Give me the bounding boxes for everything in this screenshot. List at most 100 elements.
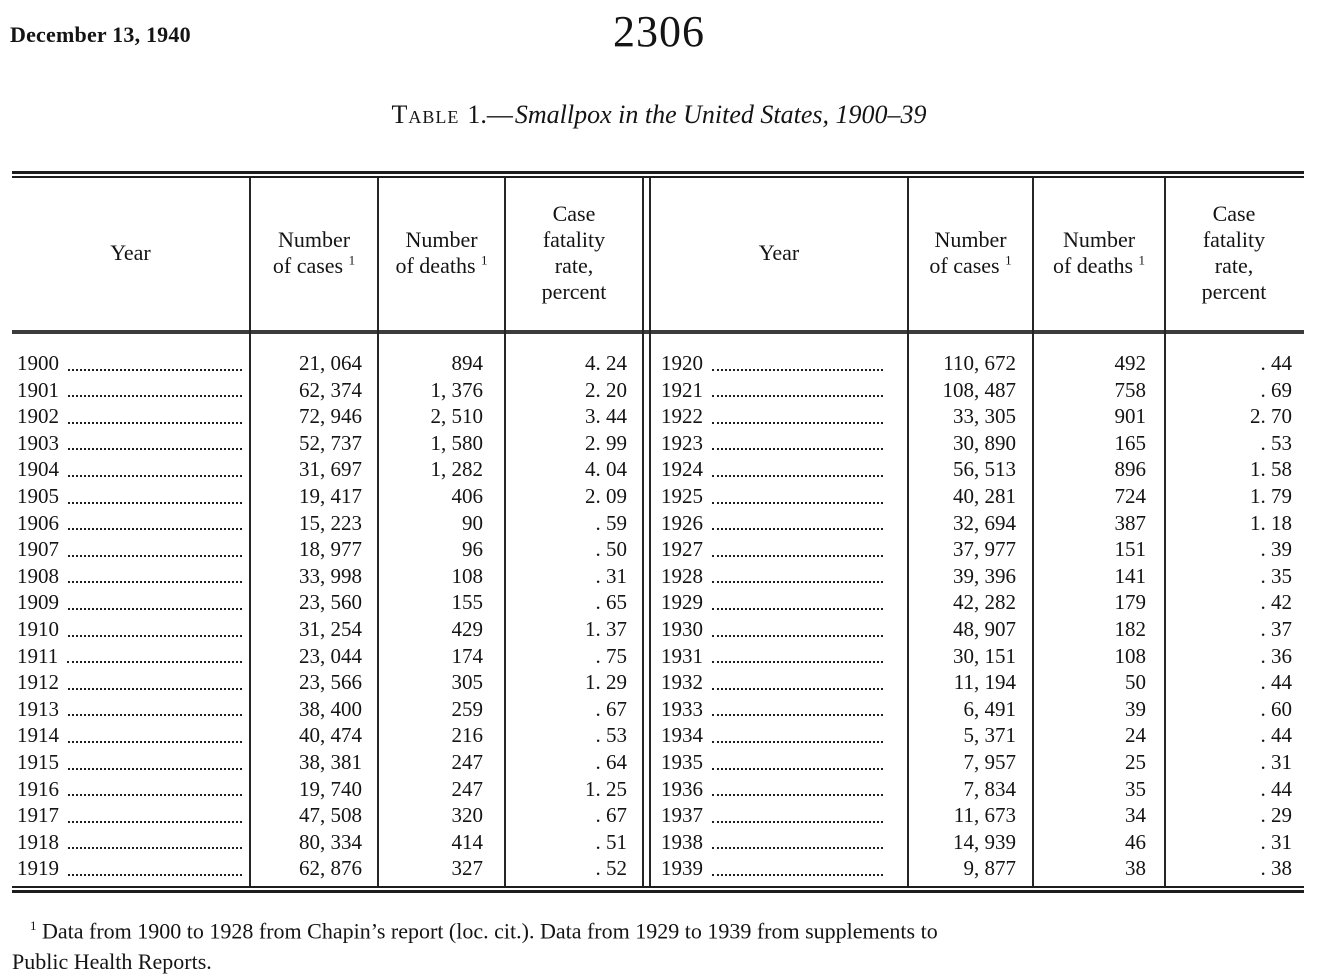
rate-value: 2. 99 xyxy=(585,430,627,455)
center-gap xyxy=(642,563,649,590)
year-label: 1921 xyxy=(661,377,703,402)
table-title: Table 1.—Smallpox in the United States, 1… xyxy=(0,100,1318,130)
cases-value: 19, 417 xyxy=(299,483,362,508)
dot-leader xyxy=(712,740,883,743)
dot-leader xyxy=(68,740,242,743)
table-body: 1900 21, 064 894 4. 24 1920 110, 672 492 . 44 19… xyxy=(12,350,1302,882)
column-rule xyxy=(1164,178,1166,886)
cases-value: 42, 282 xyxy=(953,590,1016,615)
year-cell: 1926 xyxy=(649,510,907,537)
deaths-value: 216 xyxy=(451,723,484,748)
dot-leader xyxy=(68,554,242,557)
deaths-value: 901 xyxy=(1114,404,1147,429)
rate-value: . 60 xyxy=(1260,696,1293,721)
dot-leader xyxy=(68,634,242,637)
header-year-label: Year xyxy=(110,240,151,265)
center-gap xyxy=(642,696,649,723)
year-cell: 1920 xyxy=(649,350,907,377)
center-gap xyxy=(642,589,649,616)
footnote-line-2: Public Health Reports. xyxy=(12,949,212,975)
cases-value: 11, 673 xyxy=(953,803,1016,828)
deaths-value: 35 xyxy=(1125,776,1146,801)
year-label: 1924 xyxy=(661,457,703,482)
rate-value: . 42 xyxy=(1260,590,1293,615)
year-cell: 1933 xyxy=(649,696,907,723)
dot-leader xyxy=(68,794,242,797)
footnote-marker: 1 xyxy=(1005,252,1012,268)
year-label: 1905 xyxy=(17,483,59,508)
deaths-value: 327 xyxy=(451,856,484,881)
cases-value: 56, 513 xyxy=(953,457,1016,482)
rate-value: . 36 xyxy=(1260,643,1293,668)
year-label: 1934 xyxy=(661,723,703,748)
dot-leader xyxy=(68,421,242,424)
center-gap xyxy=(642,776,649,803)
cases-value: 62, 374 xyxy=(299,377,362,402)
year-label: 1919 xyxy=(17,856,59,881)
year-cell: 1925 xyxy=(649,483,907,510)
dot-leader xyxy=(712,873,883,876)
deaths-value: 108 xyxy=(1114,643,1147,668)
year-cell: 1908 xyxy=(12,563,249,590)
rate-value: . 44 xyxy=(1260,670,1293,695)
year-cell: 1904 xyxy=(12,456,249,483)
header-line: rate, xyxy=(554,253,594,278)
year-label: 1903 xyxy=(17,430,59,455)
year-label: 1902 xyxy=(17,404,59,429)
rate-value: 4. 24 xyxy=(585,351,627,375)
cases-value: 47, 508 xyxy=(299,803,362,828)
column-rule xyxy=(249,178,251,886)
dot-leader xyxy=(68,607,242,610)
table-title-label: Table xyxy=(391,100,460,129)
cases-value: 38, 381 xyxy=(299,749,362,774)
year-label: 1933 xyxy=(661,696,703,721)
cases-value: 40, 281 xyxy=(953,483,1016,508)
year-cell: 1910 xyxy=(12,616,249,643)
dot-leader xyxy=(68,448,242,451)
year-label: 1916 xyxy=(17,776,59,801)
rate-value: . 31 xyxy=(1260,829,1293,854)
center-gap xyxy=(642,510,649,537)
rate-value: . 53 xyxy=(1260,430,1293,455)
deaths-value: 46 xyxy=(1125,829,1146,854)
center-gap xyxy=(642,749,649,776)
column-rule xyxy=(907,178,909,886)
deaths-value: 724 xyxy=(1114,483,1147,508)
footnote-marker: 1 xyxy=(1138,252,1146,268)
table-bottom-rule-outer xyxy=(12,890,1304,893)
year-label: 1915 xyxy=(17,749,59,774)
deaths-value: 896 xyxy=(1114,457,1147,482)
year-cell: 1901 xyxy=(12,377,249,404)
cases-value: 48, 907 xyxy=(953,616,1016,641)
rate-value: . 51 xyxy=(595,829,628,854)
year-label: 1936 xyxy=(661,776,703,801)
rate-value: 2. 09 xyxy=(585,483,627,508)
cases-value: 6, 491 xyxy=(963,696,1017,721)
year-cell: 1923 xyxy=(649,430,907,457)
deaths-value: 247 xyxy=(451,749,484,774)
dot-leader xyxy=(712,607,883,610)
cases-value: 38, 400 xyxy=(299,696,362,721)
deaths-value: 50 xyxy=(1125,670,1146,695)
dot-leader xyxy=(712,501,883,504)
cases-value: 9, 877 xyxy=(963,856,1017,881)
year-cell: 1907 xyxy=(12,536,249,563)
dot-leader xyxy=(712,421,883,424)
header-year-right: Year xyxy=(651,180,907,326)
header-line: fatality xyxy=(1202,227,1266,252)
cases-value: 72, 946 xyxy=(299,404,362,429)
year-label: 1926 xyxy=(661,510,703,535)
center-gap xyxy=(642,722,649,749)
year-cell: 1938 xyxy=(649,829,907,856)
dot-leader xyxy=(712,395,883,398)
table-top-rule-inner xyxy=(12,176,1304,178)
header-line: of deaths 1 xyxy=(1052,252,1146,278)
cases-value: 32, 694 xyxy=(953,510,1016,535)
cases-value: 37, 977 xyxy=(953,537,1016,562)
rate-value: 4. 04 xyxy=(585,457,627,482)
page-number: 2306 xyxy=(613,7,705,56)
year-label: 1910 xyxy=(17,616,59,641)
center-gap xyxy=(642,829,649,856)
deaths-value: 1, 580 xyxy=(430,430,484,455)
dot-leader xyxy=(712,581,883,584)
